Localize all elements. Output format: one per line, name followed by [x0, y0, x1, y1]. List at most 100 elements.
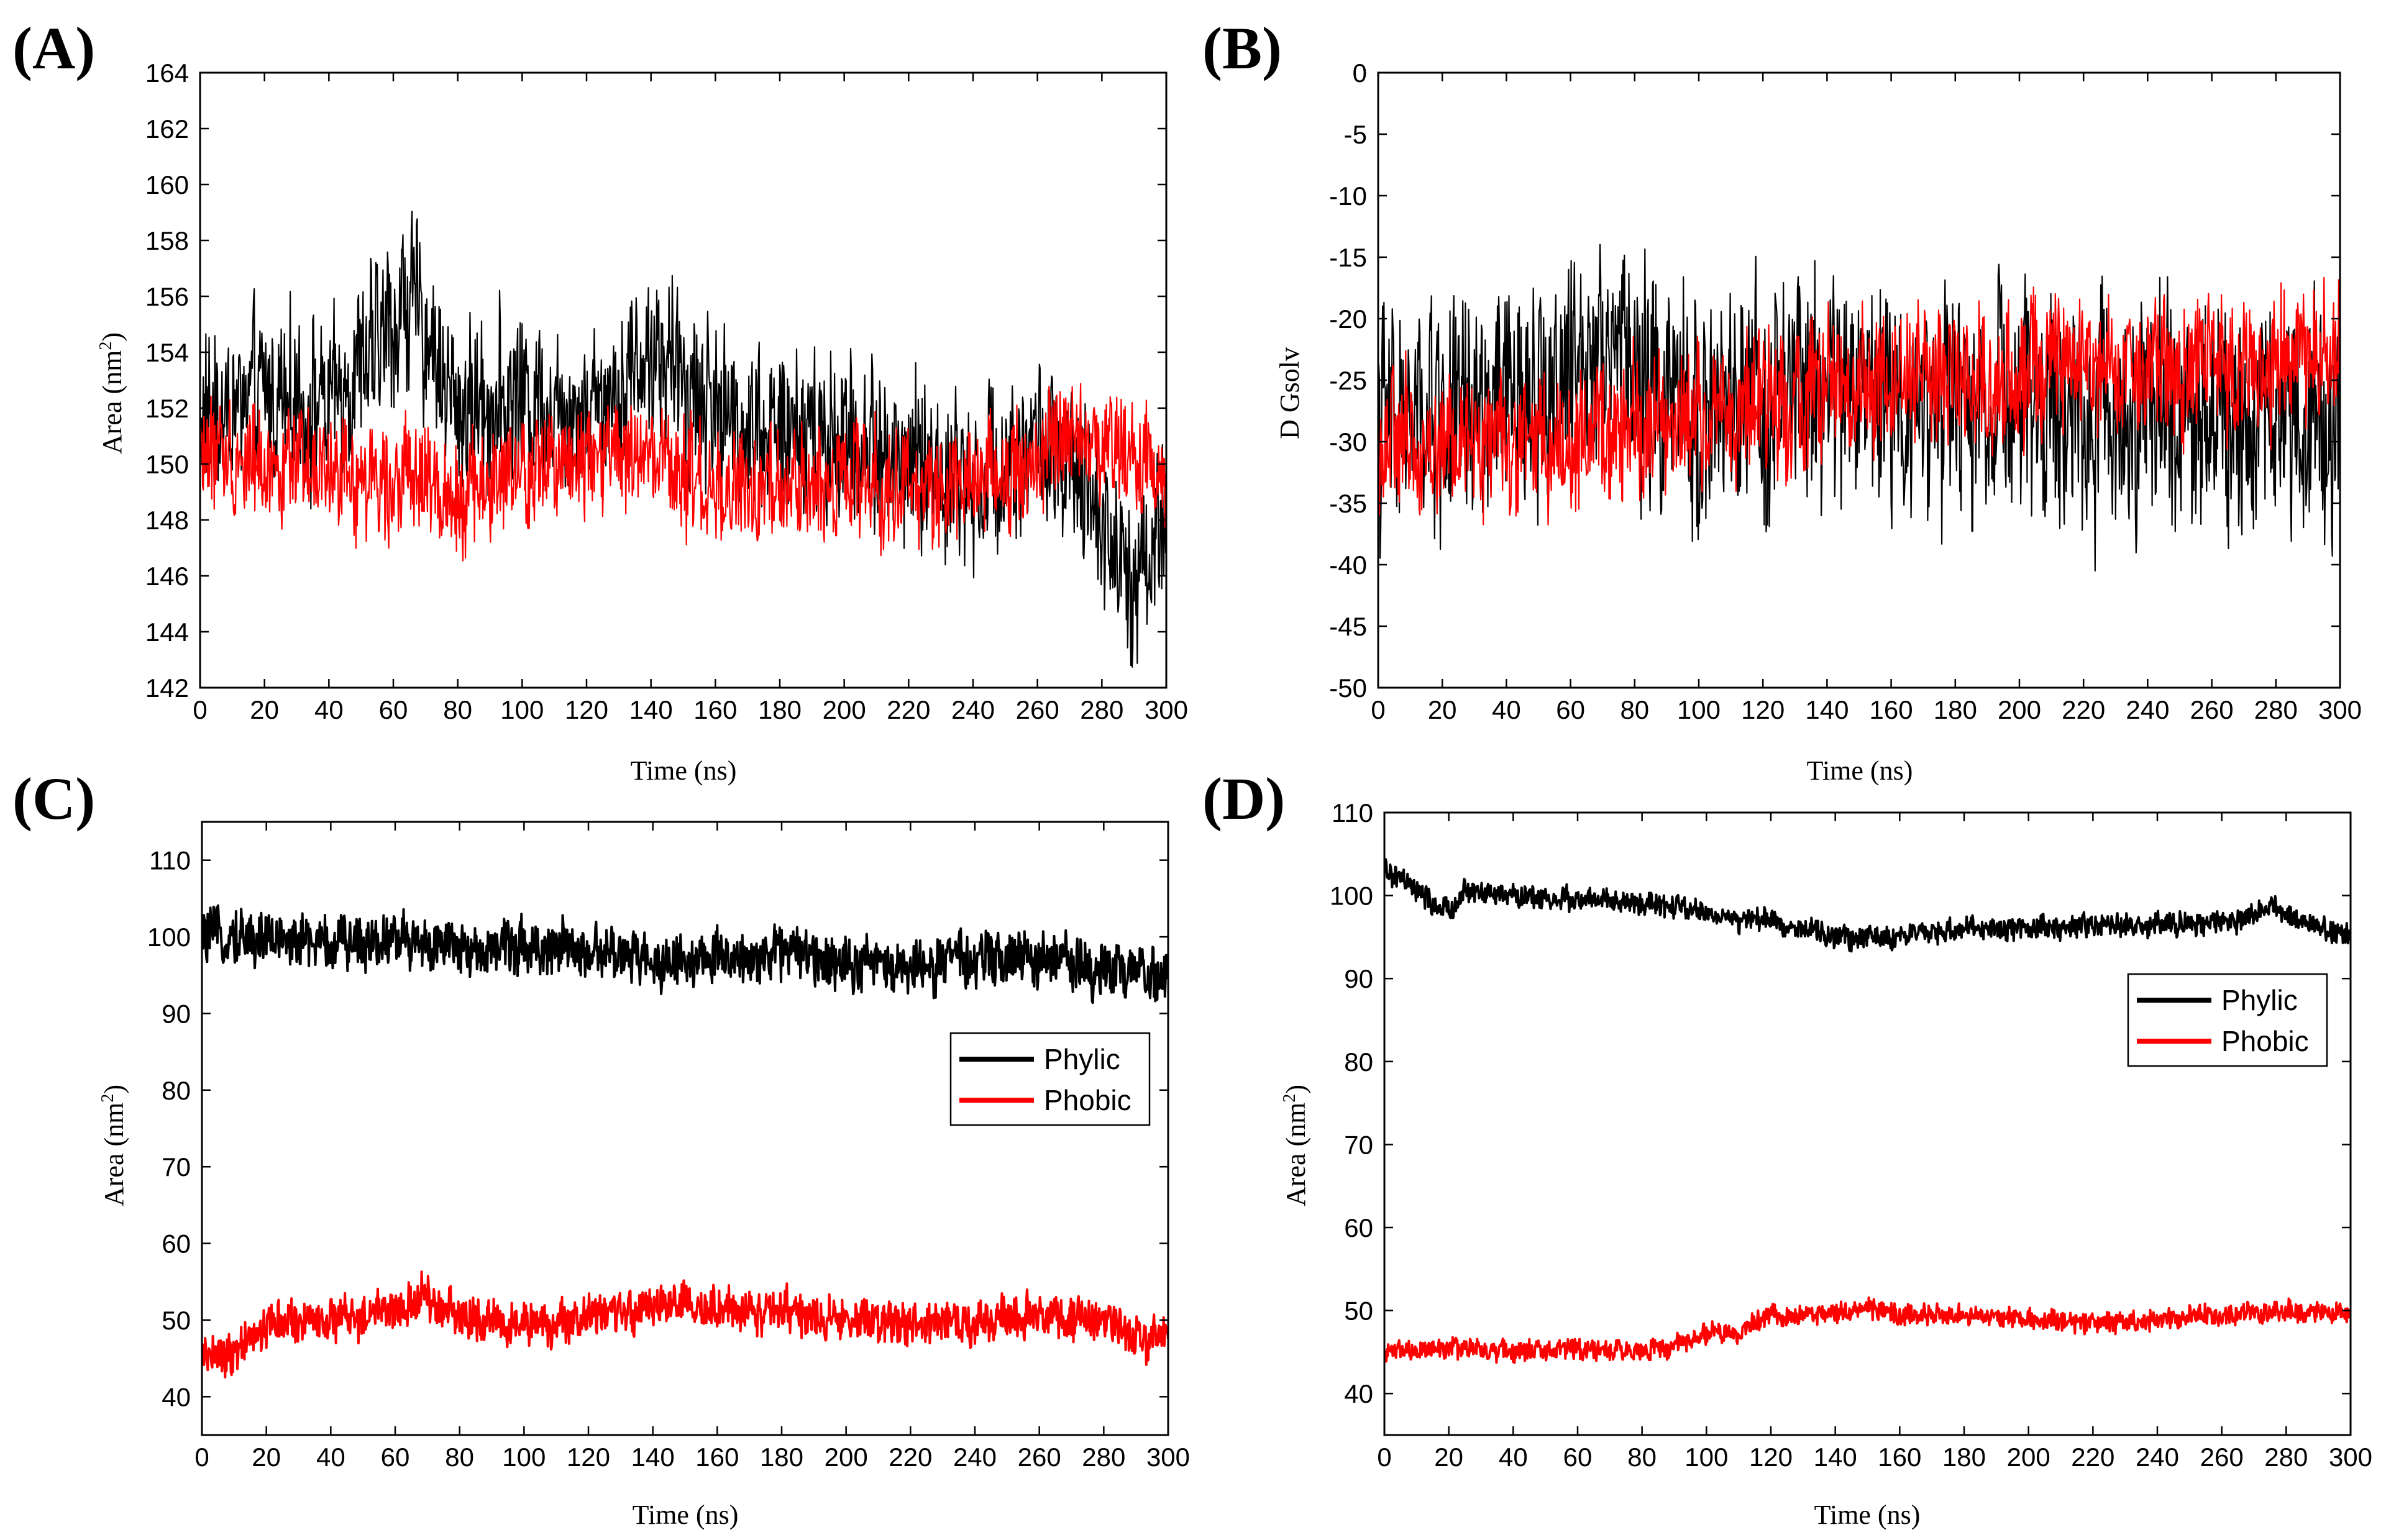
panel-c-ylabel: Area (nm2) — [98, 1085, 129, 1206]
panel-d-xtick-label: 160 — [1878, 1442, 1921, 1472]
panel-c: (C) Time (ns) Area (nm2) 0 20 40 60 80 100 120… — [12, 765, 1190, 1530]
panel-b-xtick-label: 220 — [2062, 695, 2105, 724]
panel-b-xtick-label: 300 — [2318, 695, 2362, 724]
panel-a-plot: 0 20 40 60 80 100 120 140 160 180 200 220 240 260 280 3… — [145, 58, 1188, 724]
panel-d-legend-box — [2127, 973, 2328, 1067]
panel-c-xtick-label: 60 — [381, 1442, 410, 1472]
panel-d-xtick-label: 240 — [2136, 1442, 2179, 1472]
panel-c-ytick-label: 40 — [162, 1382, 191, 1411]
panel-b-ytick-label: -40 — [1329, 550, 1367, 580]
panel-c-xtick-label: 220 — [889, 1442, 932, 1472]
panel-b-xtick-label: 20 — [1428, 695, 1457, 724]
panel-b-xtick-label: 100 — [1677, 695, 1721, 724]
panel-a-xtick-label: 80 — [443, 695, 472, 724]
panel-c-xtick-label: 240 — [953, 1442, 997, 1472]
legend-label-phylic: Phylic — [1044, 1043, 1120, 1075]
panel-c-ytick-label: 80 — [162, 1076, 191, 1105]
panel-c-ytick-label: 70 — [162, 1152, 191, 1182]
panel-d-plot: 0 20 40 60 80 100 120 140 160 180 200 220 240 260 280 3… — [1330, 798, 2372, 1472]
panel-c-frame — [201, 821, 1169, 1436]
panel-a-series-phobic-line — [200, 383, 1166, 562]
panel-a-ylabel-main: Area (nm — [97, 350, 127, 454]
panel-a-xlabel: Time (ns) — [631, 755, 737, 786]
panel-d-legend: Phylic Phobic — [2127, 973, 2328, 1067]
panel-c-xtick-label: 40 — [316, 1442, 345, 1472]
panel-b-series-phobic-line — [1378, 276, 2340, 526]
panel-a-ytick-label: 158 — [145, 226, 189, 255]
panel-b-xlabel: Time (ns) — [1807, 755, 1913, 786]
panel-b-ytick-label: -30 — [1329, 427, 1367, 457]
panel-a-xtick-label: 20 — [250, 695, 279, 724]
panel-a-xtick-label: 280 — [1080, 695, 1123, 724]
panel-a-xtick-label: 140 — [629, 695, 673, 724]
panel-a-xtick-label: 220 — [887, 695, 930, 724]
panel-d-ytick-label: 50 — [1344, 1296, 1373, 1326]
panel-d-xtick-label: 20 — [1434, 1442, 1463, 1472]
panel-b-xtick-label: 120 — [1741, 695, 1785, 724]
panel-a-ytick-label: 162 — [145, 114, 189, 144]
panel-b-xtick-label: 200 — [1998, 695, 2041, 724]
panel-d-xtick-label: 200 — [2007, 1442, 2050, 1472]
panel-a-xtick-label: 200 — [823, 695, 866, 724]
panel-d-letter: (D) — [1202, 765, 1285, 832]
panel-d-ylabel-sup: 2 — [1280, 1094, 1299, 1103]
panel-a-ytick-label: 154 — [145, 338, 189, 367]
panel-d-series-phylic-line — [1384, 858, 2351, 953]
panel-d: (D) Time (ns) Area (nm2) 0 20 40 60 80 100 120… — [1202, 765, 2372, 1530]
panel-c-ytick-label: 110 — [149, 846, 191, 875]
panel-a-ylabel: Area (nm2) — [96, 332, 127, 454]
panel-d-xtick-label: 180 — [1942, 1442, 1986, 1472]
panel-d-ytick-label: 100 — [1330, 882, 1373, 911]
panel-d-xtick-label: 120 — [1749, 1442, 1793, 1472]
panel-b-letter: (B) — [1202, 15, 1282, 81]
panel-a-xtick-label: 100 — [500, 695, 544, 724]
panel-a-xtick-label: 240 — [951, 695, 995, 724]
panel-c-ytick-label: 60 — [162, 1229, 191, 1259]
panel-d-xtick-label: 140 — [1814, 1442, 1857, 1472]
panel-c-xtick-label: 0 — [194, 1442, 209, 1472]
panel-d-ytick-label: 40 — [1344, 1379, 1373, 1408]
panel-d-xtick-label: 100 — [1684, 1442, 1728, 1472]
panel-b: (B) Time (ns) D Gsolv 0 20 40 60 80 100 120 140… — [1202, 15, 2362, 786]
panel-c-xtick-label: 120 — [567, 1442, 610, 1472]
panel-b-xtick-label: 80 — [1620, 695, 1649, 724]
panel-a: (A) Time (ns) Area (nm2) 0 20 40 60 80 100 120… — [12, 15, 1188, 786]
panel-a-frame — [199, 71, 1168, 689]
panel-b-xtick-label: 280 — [2254, 695, 2298, 724]
panel-a-letter: (A) — [12, 15, 95, 81]
panel-d-xtick-label: 60 — [1563, 1442, 1593, 1472]
panel-d-xtick-label: 260 — [2200, 1442, 2244, 1472]
panel-b-ytick-label: -20 — [1329, 304, 1367, 334]
panel-c-series-phylic-line — [202, 904, 1168, 1005]
panel-b-xtick-label: 60 — [1556, 695, 1585, 724]
panel-a-ytick-label: 150 — [145, 450, 189, 479]
panel-c-xtick-label: 140 — [631, 1442, 675, 1472]
panel-c-ylabel-tail: ) — [99, 1085, 129, 1094]
panel-c-xtick-label: 160 — [695, 1442, 739, 1472]
panel-b-xtick-label: 160 — [1870, 695, 1913, 724]
panel-b-ytick-label: -5 — [1344, 120, 1367, 149]
panel-c-legend-box — [949, 1032, 1151, 1126]
panel-c-xlabel: Time (ns) — [633, 1500, 739, 1530]
panel-d-ytick-label: 70 — [1344, 1130, 1373, 1159]
panel-d-xtick-label: 0 — [1377, 1442, 1391, 1472]
panel-b-ytick-label: -25 — [1329, 366, 1367, 395]
panel-b-ytick-label: -45 — [1329, 612, 1367, 641]
panel-d-xtick-label: 40 — [1499, 1442, 1528, 1472]
panel-a-ytick-label: 146 — [145, 562, 189, 591]
panel-a-xtick-label: 60 — [379, 695, 408, 724]
panel-b-plot: 0 20 40 60 80 100 120 140 160 180 200 220 240 260 280 3… — [1329, 58, 2362, 724]
panel-a-xtick-label: 160 — [693, 695, 737, 724]
panel-b-xtick-label: 40 — [1492, 695, 1521, 724]
panel-c-ytick-label: 100 — [147, 923, 191, 952]
panel-c-plot: 0 20 40 60 80 100 120 140 160 180 200 220 240 260 280 3… — [147, 821, 1190, 1472]
panel-d-ylabel: Area (nm2) — [1280, 1085, 1311, 1206]
panel-b-ytick-label: -50 — [1329, 673, 1367, 703]
panel-c-series-phobic-line — [202, 1270, 1168, 1378]
panel-c-xtick-label: 80 — [445, 1442, 474, 1472]
legend-label-phobic: Phobic — [2221, 1025, 2309, 1057]
panel-b-xtick-label: 0 — [1371, 695, 1385, 724]
panel-c-ylabel-sup: 2 — [98, 1094, 117, 1103]
